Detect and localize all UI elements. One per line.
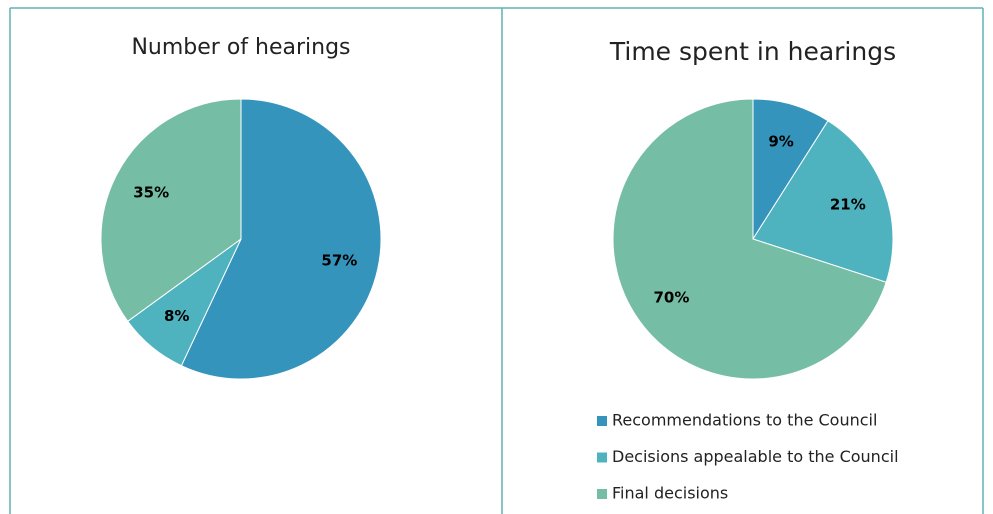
- frame: [9, 7, 984, 514]
- data-label: 8%: [164, 307, 189, 325]
- pie-slice: [752, 120, 894, 283]
- chart-title: Time spent in hearings: [609, 37, 896, 66]
- legend-label: Final decisions: [612, 484, 728, 503]
- data-label: 21%: [830, 195, 866, 213]
- pie-slice: [100, 98, 242, 322]
- data-label: 70%: [653, 289, 689, 307]
- data-label: 57%: [321, 251, 357, 269]
- data-label: 9%: [768, 133, 793, 151]
- legend-swatch: [597, 452, 607, 463]
- pie-slice: [612, 98, 887, 380]
- legend-swatch: [597, 489, 607, 499]
- legend-label: Decisions appealable to the Council: [612, 447, 899, 466]
- legend-swatch: [597, 416, 607, 426]
- pie-slice: [752, 98, 829, 241]
- chart-title: Number of hearings: [131, 35, 350, 60]
- legend-label: Recommendations to the Council: [612, 411, 877, 430]
- data-label: 35%: [133, 184, 169, 202]
- pie-slice: [180, 98, 382, 380]
